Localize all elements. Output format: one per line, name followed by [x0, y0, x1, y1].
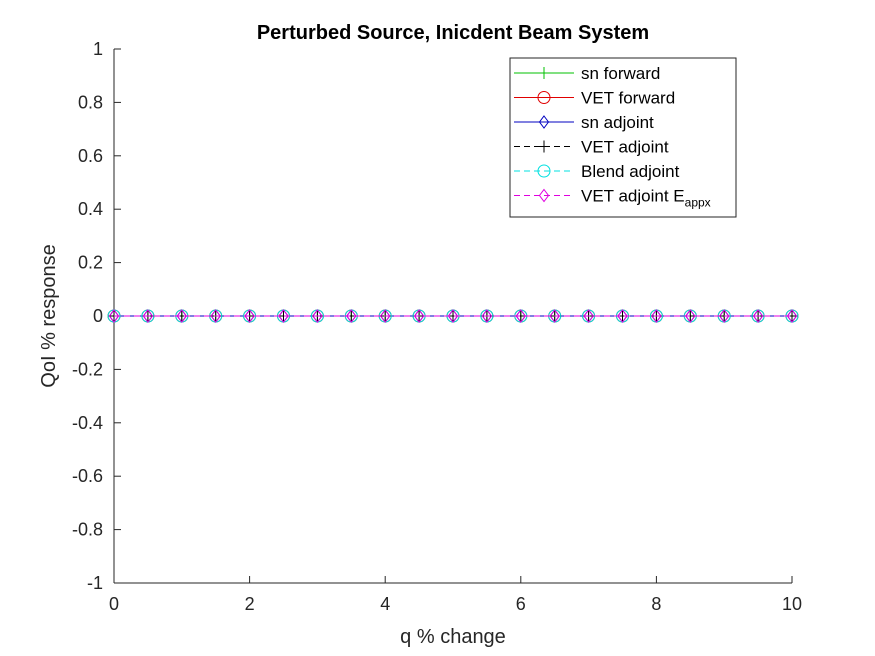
- data-point-diamond: [481, 309, 493, 323]
- data-point-diamond: [719, 309, 730, 323]
- legend-item: Blend adjoint: [514, 162, 680, 181]
- data-point-diamond: [651, 309, 662, 323]
- y-axis-label: QoI % response: [38, 244, 60, 387]
- legend-item: VET adjoint: [514, 138, 669, 157]
- x-tick-label: 6: [516, 594, 526, 614]
- y-tick-label: 0: [93, 306, 103, 326]
- y-tick-label: -1: [87, 573, 103, 593]
- data-point-plus: [538, 140, 550, 153]
- data-point-diamond: [312, 309, 323, 323]
- y-tick-label: 0.8: [78, 92, 103, 112]
- legend-item: VET adjoint Eappx: [514, 187, 711, 210]
- legend: sn forward VET forward sn adjoint VET adjoi…: [509, 57, 737, 218]
- y-tick-label: -0.2: [72, 359, 103, 379]
- data-point-diamond: [752, 309, 764, 323]
- data-point-diamond: [583, 309, 594, 323]
- series-vet-adjoint-e: [108, 309, 798, 323]
- data-point-diamond: [685, 309, 696, 323]
- legend-box: [509, 57, 737, 218]
- data-point-diamond: [413, 309, 425, 323]
- legend-label: VET adjoint: [581, 138, 669, 157]
- data-point-diamond: [538, 115, 550, 129]
- x-tick-label: 8: [651, 594, 661, 614]
- data-point-circle: [537, 91, 551, 104]
- y-tick-label: -0.8: [72, 520, 103, 540]
- legend-item: sn forward: [514, 64, 660, 83]
- legend-label: sn forward: [581, 64, 660, 83]
- data-point-diamond: [210, 309, 221, 323]
- y-tick-label: -0.4: [72, 413, 103, 433]
- x-axis-label: q % change: [400, 626, 506, 648]
- legend-label: sn adjoint: [581, 113, 654, 132]
- data-point-plus: [538, 67, 550, 79]
- x-tick-label: 0: [109, 594, 119, 614]
- legend-item: VET forward: [514, 89, 675, 108]
- y-tick-label: 0.2: [78, 253, 103, 273]
- legend-label: VET adjoint Eappx: [581, 187, 711, 210]
- data-point-diamond: [515, 309, 526, 323]
- data-point-diamond: [108, 309, 120, 323]
- data-point-diamond: [278, 309, 289, 323]
- legend-label: Blend adjoint: [581, 162, 680, 181]
- data-point-diamond: [617, 309, 628, 323]
- legend-label: VET forward: [581, 89, 675, 108]
- legend-label-subscript: appx: [685, 196, 711, 210]
- y-tick-label: 0.4: [78, 199, 103, 219]
- series-group: [107, 309, 799, 323]
- y-tick-label: -0.6: [72, 466, 103, 486]
- data-point-diamond: [346, 309, 357, 323]
- y-tick-label: 0.6: [78, 146, 103, 166]
- data-point-diamond: [244, 309, 255, 323]
- legend-item: sn adjoint: [514, 113, 654, 132]
- x-tick-label: 4: [380, 594, 390, 614]
- chart-title: Perturbed Source, Inicdent Beam System: [257, 22, 649, 44]
- data-point-diamond: [538, 188, 550, 203]
- x-tick-label: 2: [245, 594, 255, 614]
- x-tick-label: 10: [782, 594, 802, 614]
- data-point-diamond: [176, 309, 187, 323]
- data-point-diamond: [786, 309, 798, 323]
- data-point-circle: [537, 164, 551, 178]
- data-point-diamond: [142, 309, 154, 323]
- data-point-diamond: [447, 309, 459, 323]
- data-point-diamond: [549, 309, 560, 323]
- data-point-diamond: [380, 309, 391, 323]
- axes: 0 2 4 6 8 10 -1 -0.8 -0.6 -0.4 -0.2 0 0.2 0.4 0.6 0.8 1: [72, 39, 802, 614]
- y-tick-label: 1: [93, 39, 103, 59]
